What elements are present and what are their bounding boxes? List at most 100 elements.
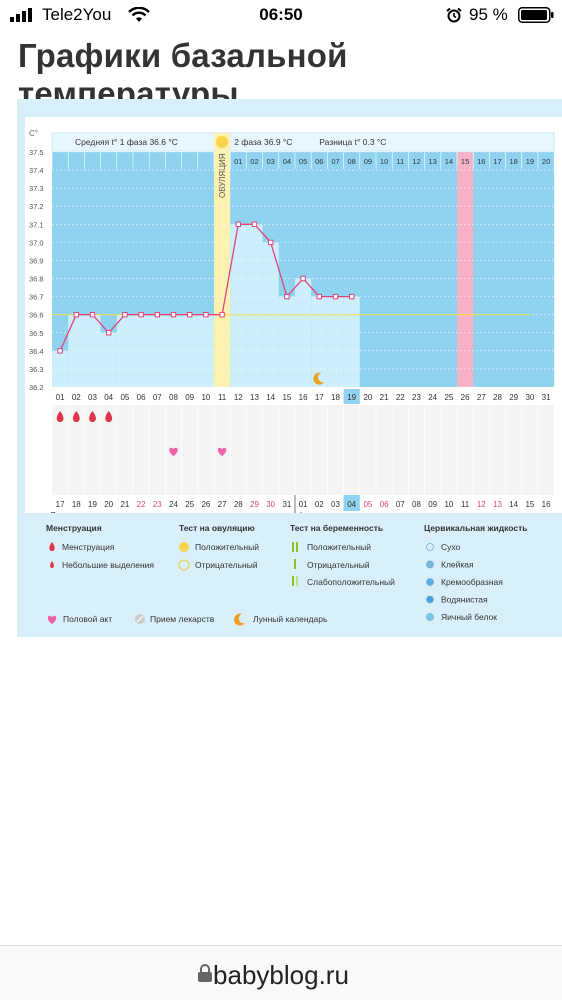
- calendar-date-row: [52, 495, 555, 513]
- calendar-date-label: 18: [72, 500, 81, 509]
- bbt-chart-card: C° Средняя t° 1 фаза 36.6 °C 2 фаза 36.9 °…: [17, 99, 562, 637]
- calendar-date-label: 19: [88, 500, 97, 509]
- temperature-point: [106, 330, 112, 336]
- temperature-point: [187, 311, 193, 318]
- legend-cervical-fluid-label: Кремообразная: [441, 577, 503, 587]
- calendar-date-label: 02: [315, 500, 324, 509]
- carrier-name: Tele2You: [42, 5, 112, 24]
- symbols-area: [52, 405, 555, 495]
- cycle-day-label: 01: [56, 393, 65, 402]
- month-label-feb: Февраль: [298, 511, 331, 513]
- legend-cervical-fluid-label: Яичный белок: [441, 612, 497, 622]
- legend-menstruation-label: Менструация: [62, 542, 115, 552]
- calendar-date-label: 08: [412, 500, 421, 509]
- cycle-day-top-label: 06: [315, 157, 323, 166]
- menstruation-drop-icon: [89, 411, 96, 422]
- calendar-date-label: 21: [120, 500, 129, 509]
- cycle-day-label: 15: [282, 393, 291, 402]
- temperature-point: [154, 311, 161, 318]
- temperature-bar: [343, 296, 360, 387]
- temperature-point: [251, 221, 258, 228]
- legend-pregnancy-weak-label: Слабоположительный: [307, 577, 395, 587]
- calendar-date-label: 29: [250, 500, 259, 509]
- lock-icon: [198, 964, 212, 982]
- y-tick-label: 37.0: [29, 238, 44, 247]
- legend-cervical-fluid-label: Водянистая: [441, 595, 488, 605]
- cycle-day-top-label: 04: [283, 157, 291, 166]
- battery-icon: [518, 7, 554, 23]
- legend-spotting-label: Небольшие выделения: [62, 560, 154, 570]
- calendar-date-label: 06: [380, 500, 389, 509]
- ovulation-positive-icon: [216, 136, 229, 148]
- ovulation-column: [214, 133, 231, 387]
- calendar-date-label: 24: [169, 500, 178, 509]
- calendar-date-label: 16: [542, 500, 551, 509]
- temperature-bar: [295, 278, 312, 387]
- cycle-day-label: 28: [493, 393, 502, 402]
- alarm-icon: [446, 7, 462, 23]
- legend-pregnancy-test-title: Тест на беременность: [290, 523, 383, 533]
- cycle-day-top-label: 01: [234, 157, 242, 166]
- moon-icon: [313, 372, 325, 385]
- calendar-date-label: 01: [299, 500, 308, 509]
- temperature-point: [89, 311, 96, 318]
- cycle-day-row: [52, 387, 555, 405]
- cycle-day-label: 20: [363, 393, 372, 402]
- legend-ovulation-positive-icon: [179, 542, 189, 552]
- calendar-date-label: 05: [363, 500, 372, 509]
- legend-pregnancy-positive-icon: [292, 542, 294, 552]
- bbt-chart: C° Средняя t° 1 фаза 36.6 °C 2 фаза 36.9 °…: [29, 129, 555, 513]
- y-tick-label: 36.9: [29, 256, 44, 265]
- cycle-day-top-label: 14: [445, 157, 453, 166]
- cycle-day-label: 05: [120, 393, 129, 402]
- legend-menstruation-drop-icon: [49, 542, 55, 551]
- legend-cervical-fluid-icon: [426, 613, 434, 621]
- calendar-date-label: 17: [56, 500, 65, 509]
- y-tick-label: 36.4: [29, 347, 44, 356]
- y-tick-label: 37.3: [29, 184, 44, 193]
- cycle-day-label: 31: [542, 393, 551, 402]
- calendar-date-label: 09: [428, 500, 437, 509]
- y-tick-label: 37.5: [29, 148, 44, 157]
- temperature-bar: [327, 296, 344, 387]
- cycle-day-label: 23: [412, 393, 421, 402]
- legend-ovulation-test-title: Тест на овуляцию: [179, 523, 255, 533]
- cycle-day-top-label: 03: [267, 157, 275, 166]
- calendar-date-label: 03: [331, 500, 340, 509]
- temperature-point: [203, 311, 209, 318]
- cycle-day-label: 07: [153, 393, 162, 402]
- calendar-date-label: 14: [509, 500, 518, 509]
- legend-spotting-drop-icon: [50, 561, 54, 568]
- cycle-day-label: 17: [315, 393, 324, 402]
- cycle-day-label: 26: [461, 393, 470, 402]
- temperature-bar: [278, 296, 295, 387]
- cycle-day-top-label: 08: [348, 157, 356, 166]
- legend-medication-label: Прием лекарств: [150, 614, 215, 624]
- cycle-day-label: 04: [104, 393, 113, 402]
- cycle-day-label: 16: [299, 393, 308, 402]
- calendar-date-label: 13: [493, 500, 502, 509]
- y-unit-label: C°: [29, 129, 38, 138]
- y-tick-label: 36.7: [29, 293, 44, 302]
- cycle-day-label: 08: [169, 393, 178, 402]
- legend-cervical-fluid-icon: [426, 543, 434, 551]
- calendar-date-label: 26: [201, 500, 210, 509]
- temperature-point: [170, 311, 177, 318]
- calendar-date-label: 20: [104, 500, 113, 509]
- cycle-day-top-label: 09: [364, 157, 372, 166]
- legend-menstruation-title: Менструация: [46, 523, 102, 533]
- y-tick-label: 36.2: [29, 383, 44, 392]
- cycle-day-label: 24: [428, 393, 437, 402]
- calendar-date-label: 25: [185, 500, 194, 509]
- chart-panel: C° Средняя t° 1 фаза 36.6 °C 2 фаза 36.9 °…: [25, 117, 562, 513]
- current-day-highlight: [343, 389, 360, 404]
- calendar-date-label: 28: [234, 500, 243, 509]
- browser-address-bar[interactable]: babyblog.ru: [0, 945, 562, 1000]
- legend-intercourse-heart-icon: [47, 615, 57, 624]
- temperature-bar: [230, 224, 247, 387]
- legend-ovulation-negative-icon: [178, 559, 190, 571]
- legend-pregnancy-positive-icon-2: [296, 542, 298, 552]
- calendar-date-label: 23: [153, 500, 162, 509]
- calendar-date-label: 10: [444, 500, 453, 509]
- phase-header: [51, 132, 555, 152]
